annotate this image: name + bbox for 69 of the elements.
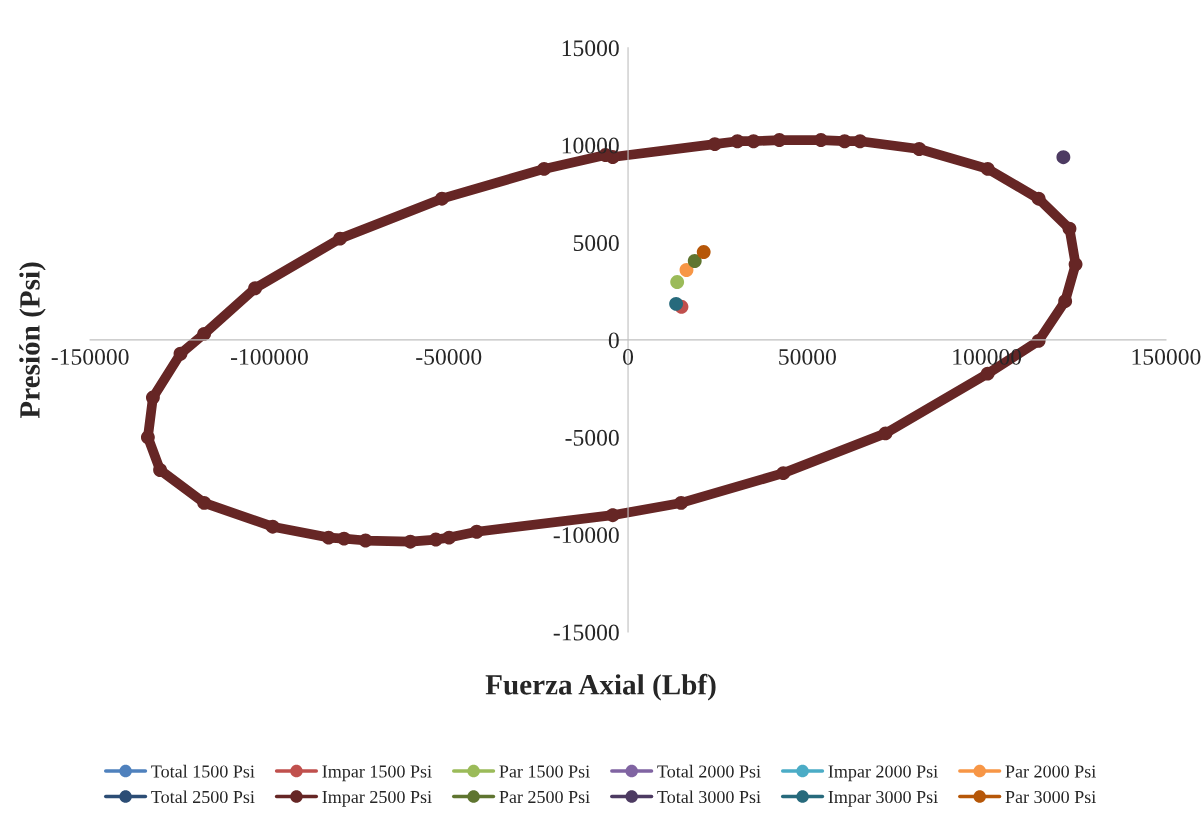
point — [878, 426, 893, 441]
point — [173, 346, 188, 361]
x-tick-label: 50000 — [779, 348, 836, 365]
point — [1056, 150, 1071, 165]
point — [980, 366, 995, 381]
point — [746, 134, 761, 149]
legend-label: Par 1500 Psi — [499, 765, 590, 778]
point — [197, 495, 212, 510]
y-tick-label: 5000 — [573, 235, 619, 251]
legend-label: Par 3000 Psi — [1005, 790, 1096, 804]
point — [772, 133, 787, 147]
point — [980, 161, 995, 176]
point — [776, 466, 791, 481]
point — [428, 532, 443, 547]
point — [469, 524, 484, 539]
y-tick-label: 0 — [608, 332, 619, 349]
point — [434, 191, 449, 206]
legend-label: Impar 2000 Psi — [828, 765, 938, 782]
x-axis-title: Fuerza Axial (Lbf) — [485, 673, 716, 701]
point — [696, 245, 711, 259]
point — [669, 296, 684, 311]
legend-label: Total 3000 Psi — [657, 790, 761, 804]
point — [687, 254, 702, 268]
x-tick-label: 150000 — [1132, 348, 1201, 365]
point — [1058, 294, 1073, 309]
legend-label: Par 2000 Psi — [1005, 765, 1096, 778]
point — [730, 134, 745, 149]
point — [145, 390, 160, 405]
legend-label: Impar 3000 Psi — [828, 790, 938, 807]
point — [853, 134, 867, 149]
point — [674, 495, 689, 510]
point — [140, 430, 155, 445]
point — [912, 142, 927, 156]
point — [337, 531, 351, 546]
point — [670, 275, 685, 289]
point — [537, 161, 552, 176]
point — [814, 133, 828, 147]
point — [358, 533, 373, 548]
legend-label: Impar 1500 Psi — [322, 765, 432, 782]
point — [1031, 191, 1046, 206]
point — [248, 281, 263, 296]
x-tick-label: -50000 — [416, 348, 482, 365]
point — [333, 231, 348, 246]
point — [197, 326, 212, 341]
x-tick-label: -100000 — [230, 348, 308, 365]
y-tick-label: -15000 — [553, 624, 619, 641]
y-tick-label: -10000 — [553, 527, 619, 544]
point — [265, 519, 280, 534]
x-tick-label: -150000 — [51, 348, 129, 365]
y-tick-label: -5000 — [565, 429, 619, 446]
legend-label: Total 2500 Psi — [151, 790, 255, 804]
point — [321, 530, 336, 545]
legend-label: Impar 2500 Psi — [322, 790, 432, 807]
y-tick-label: 15000 — [562, 40, 619, 57]
x-tick-label: 0 — [623, 348, 634, 365]
point — [837, 134, 852, 149]
point — [442, 530, 457, 545]
point — [707, 137, 722, 152]
legend-label: Total 2000 Psi — [657, 764, 761, 778]
y-axis-title: Presión (Psi) — [19, 262, 46, 419]
point — [403, 534, 418, 549]
legend-label: Par 2500 Psi — [499, 790, 590, 804]
point — [679, 263, 694, 277]
point — [153, 463, 168, 477]
y-tick-label: 10000 — [562, 137, 619, 154]
legend-label: Total 1500 Psi — [151, 764, 255, 778]
point — [1068, 257, 1083, 272]
point — [605, 508, 620, 523]
point — [1062, 221, 1077, 236]
